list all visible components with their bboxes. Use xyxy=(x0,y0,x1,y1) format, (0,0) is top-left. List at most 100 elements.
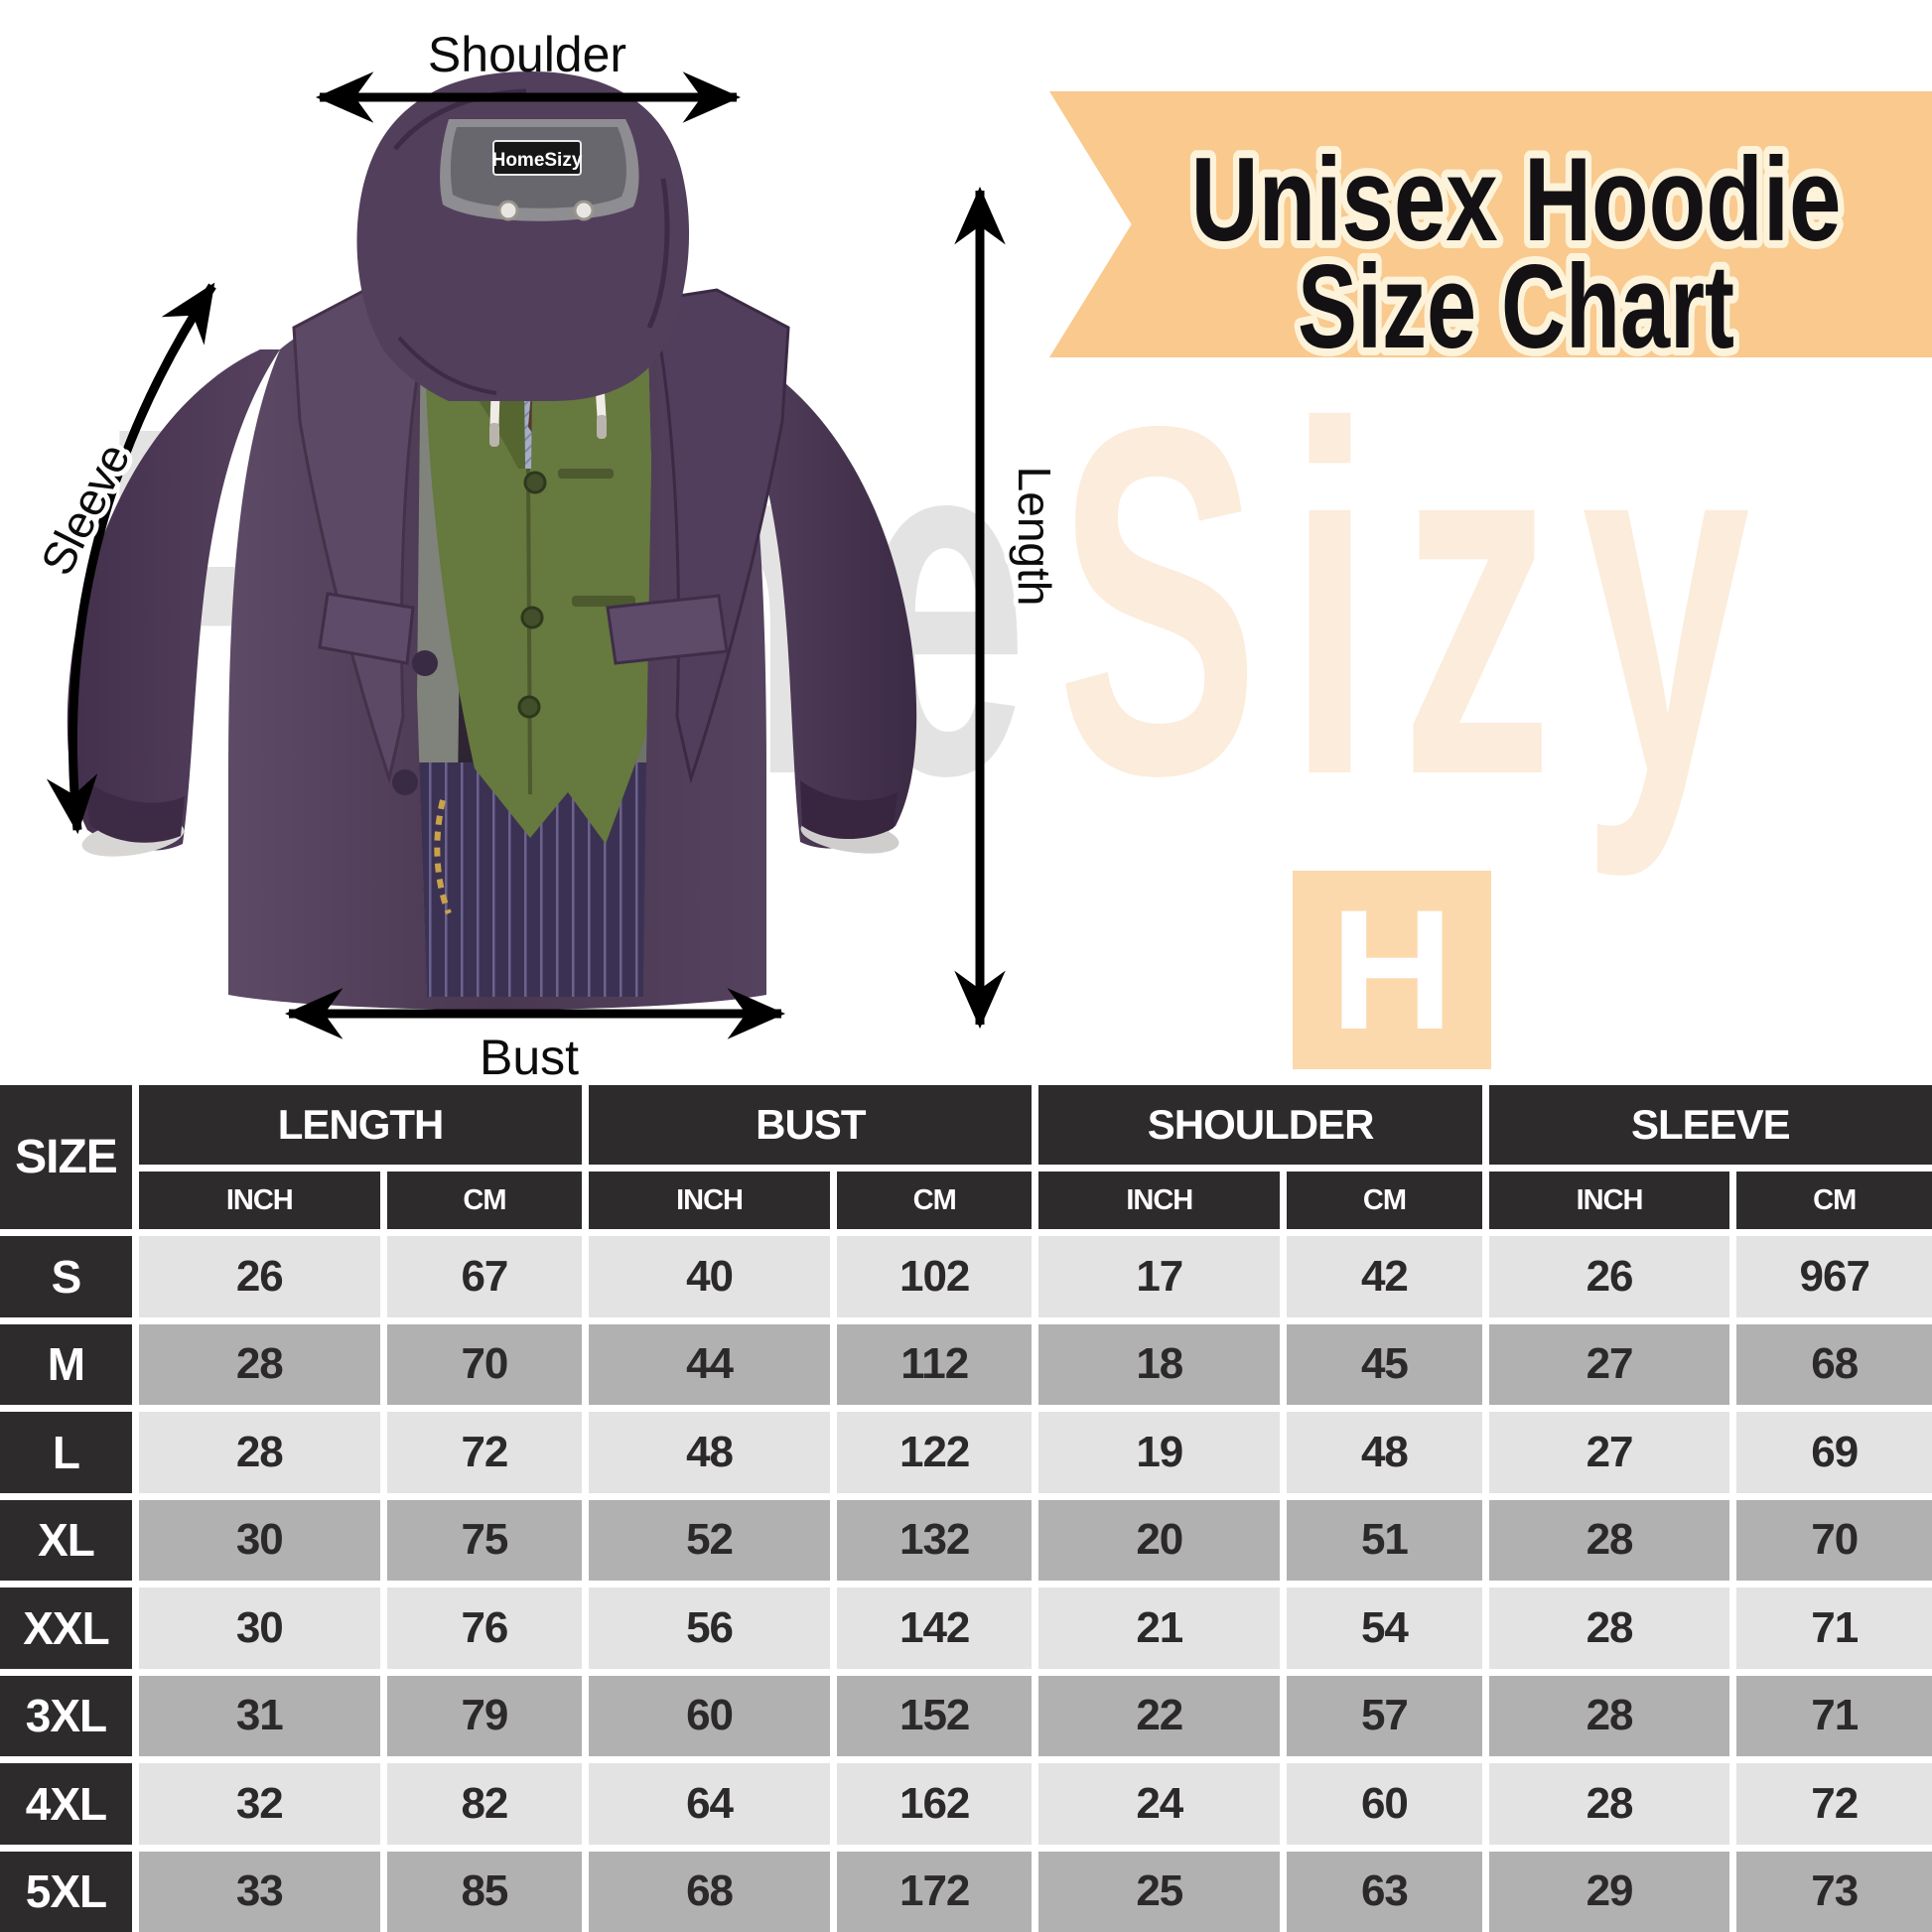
banner-background xyxy=(1049,91,1932,357)
measurement-cell: 48 xyxy=(589,1412,830,1493)
measurement-cell: 75 xyxy=(386,1499,583,1581)
banner-title-line1: Unisex Hoodie xyxy=(1191,133,1842,266)
unit-header-cm: CM xyxy=(1287,1172,1482,1229)
table-row: M 28 70 44 112 18 45 27 68 xyxy=(0,1323,1932,1405)
measurement-cell: 162 xyxy=(836,1763,1033,1845)
measurement-cell: 20 xyxy=(1038,1499,1281,1581)
measurement-cell: 29 xyxy=(1488,1851,1730,1932)
measurement-cell: 18 xyxy=(1038,1323,1281,1405)
measurement-cell: 85 xyxy=(386,1851,583,1932)
measurement-cell: 31 xyxy=(138,1675,380,1756)
size-label: S xyxy=(0,1236,132,1317)
measurement-cell: 28 xyxy=(1488,1675,1730,1756)
measurement-cell: 40 xyxy=(589,1236,830,1317)
watermark-sizy: Sizy xyxy=(1056,323,1779,878)
measurement-cell: 112 xyxy=(836,1323,1033,1405)
measurement-cell: 27 xyxy=(1488,1412,1730,1493)
eyelet xyxy=(497,200,519,221)
measurement-cell: 21 xyxy=(1038,1587,1281,1669)
measurement-cell: 28 xyxy=(1488,1763,1730,1845)
size-label: XL xyxy=(0,1499,132,1581)
measurement-cell: 79 xyxy=(386,1675,583,1756)
measurement-cell: 60 xyxy=(1287,1763,1482,1845)
measurement-cell: 54 xyxy=(1287,1587,1482,1669)
bust-group-header: BUST xyxy=(589,1085,1033,1165)
measurement-cell: 71 xyxy=(1736,1675,1932,1756)
size-chart-table: SIZE LENGTH BUST SHOULDER SLEEVE INCH CM… xyxy=(0,1078,1932,1932)
measurement-cell: 51 xyxy=(1287,1499,1482,1581)
measurement-cell: 26 xyxy=(1488,1236,1730,1317)
measurement-cell: 69 xyxy=(1736,1412,1932,1493)
measurement-cell: 172 xyxy=(836,1851,1033,1932)
size-column-header: SIZE xyxy=(0,1085,132,1229)
measurement-cell: 19 xyxy=(1038,1412,1281,1493)
banner-title-line2: Size Chart xyxy=(1298,240,1734,357)
measurement-cell: 28 xyxy=(1488,1587,1730,1669)
measurement-cell: 68 xyxy=(1736,1323,1932,1405)
measurement-cell: 142 xyxy=(836,1587,1033,1669)
measurement-cell: 132 xyxy=(836,1499,1033,1581)
shoulder-group-header: SHOULDER xyxy=(1038,1085,1482,1165)
measurement-cell: 30 xyxy=(138,1587,380,1669)
size-label: XXL xyxy=(0,1587,132,1669)
measurement-cell: 122 xyxy=(836,1412,1033,1493)
measurement-cell: 28 xyxy=(1488,1499,1730,1581)
table-row: 5XL 33 85 68 172 25 63 29 73 xyxy=(0,1851,1932,1932)
measurement-cell: 967 xyxy=(1736,1236,1932,1317)
measurement-cell: 45 xyxy=(1287,1323,1482,1405)
unit-header-cm: CM xyxy=(1736,1172,1932,1229)
brand-logo-block: H xyxy=(1293,871,1491,1069)
table-row: L 28 72 48 122 19 48 27 69 xyxy=(0,1412,1932,1493)
measurement-cell: 25 xyxy=(1038,1851,1281,1932)
table-group-header-row: SIZE LENGTH BUST SHOULDER SLEEVE xyxy=(0,1085,1932,1229)
measurement-cell: 68 xyxy=(589,1851,830,1932)
bust-label: Bust xyxy=(480,1030,579,1082)
measurement-cell: 32 xyxy=(138,1763,380,1845)
unit-header-inch: INCH xyxy=(1038,1172,1281,1229)
measurement-cell: 26 xyxy=(138,1236,380,1317)
size-label: M xyxy=(0,1323,132,1405)
measurement-cell: 76 xyxy=(386,1587,583,1669)
table-row: XXL 30 76 56 142 21 54 28 71 xyxy=(0,1587,1932,1669)
measurement-cell: 27 xyxy=(1488,1323,1730,1405)
measurement-cell: 28 xyxy=(138,1412,380,1493)
table-row: XL 30 75 52 132 20 51 28 70 xyxy=(0,1499,1932,1581)
brand-logo-letter: H xyxy=(1329,875,1454,1065)
length-group-header: LENGTH xyxy=(138,1085,583,1165)
measurement-cell: 28 xyxy=(138,1323,380,1405)
size-label: 3XL xyxy=(0,1675,132,1756)
measurement-cell: 152 xyxy=(836,1675,1033,1756)
measurement-cell: 24 xyxy=(1038,1763,1281,1845)
measurement-cell: 64 xyxy=(589,1763,830,1845)
measurement-cell: 48 xyxy=(1287,1412,1482,1493)
left-pocket-flap xyxy=(318,592,415,665)
right-pocket-flap xyxy=(606,594,729,665)
measurement-cell: 72 xyxy=(1736,1763,1932,1845)
size-label: L xyxy=(0,1412,132,1493)
measurement-cell: 33 xyxy=(138,1851,380,1932)
measurement-cell: 52 xyxy=(589,1499,830,1581)
table-row: S 26 67 40 102 17 42 26 967 xyxy=(0,1236,1932,1317)
unit-header-inch: INCH xyxy=(589,1172,830,1229)
measurement-cell: 82 xyxy=(386,1763,583,1845)
measurement-cell: 72 xyxy=(386,1412,583,1493)
brand-tag-label: HomeSizy xyxy=(492,150,583,171)
measurement-cell: 63 xyxy=(1287,1851,1482,1932)
measurement-cell: 30 xyxy=(138,1499,380,1581)
coat-button xyxy=(412,650,438,676)
measurement-cell: 56 xyxy=(589,1587,830,1669)
eyelet xyxy=(573,200,595,221)
measurement-cell: 70 xyxy=(1736,1499,1932,1581)
size-label: 4XL xyxy=(0,1763,132,1845)
sleeve-label: Sleeve xyxy=(31,435,140,583)
shoulder-label: Shoulder xyxy=(428,27,626,82)
sleeve-arrow xyxy=(46,282,216,835)
title-banner: Unisex Hoodie Size Chart xyxy=(1049,91,1932,357)
hoodie-illustration: HomeSizy xyxy=(67,71,917,1010)
unit-header-inch: INCH xyxy=(1488,1172,1730,1229)
measurement-cell: 60 xyxy=(589,1675,830,1756)
measurement-cell: 17 xyxy=(1038,1236,1281,1317)
measurement-cell: 70 xyxy=(386,1323,583,1405)
measurement-cell: 57 xyxy=(1287,1675,1482,1756)
